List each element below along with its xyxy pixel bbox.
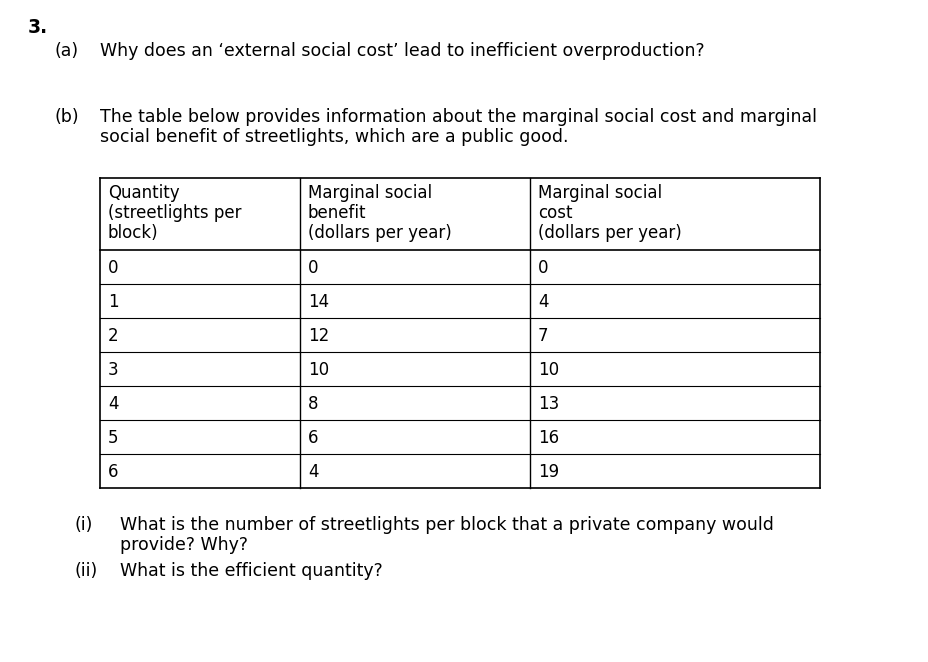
- Text: Marginal social: Marginal social: [308, 184, 432, 202]
- Text: 4: 4: [537, 293, 548, 311]
- Text: 10: 10: [537, 361, 559, 379]
- Text: 3: 3: [108, 361, 119, 379]
- Text: 0: 0: [108, 259, 119, 277]
- Text: cost: cost: [537, 204, 572, 222]
- Text: (b): (b): [55, 108, 80, 126]
- Text: What is the efficient quantity?: What is the efficient quantity?: [120, 562, 382, 580]
- Text: 14: 14: [308, 293, 329, 311]
- Text: (a): (a): [55, 42, 79, 60]
- Text: 0: 0: [308, 259, 318, 277]
- Text: 2: 2: [108, 327, 119, 345]
- Text: Why does an ‘external social cost’ lead to inefficient overproduction?: Why does an ‘external social cost’ lead …: [100, 42, 703, 60]
- Text: 19: 19: [537, 463, 559, 481]
- Text: 8: 8: [308, 395, 318, 413]
- Text: benefit: benefit: [308, 204, 367, 222]
- Text: block): block): [108, 224, 159, 242]
- Text: The table below provides information about the marginal social cost and marginal: The table below provides information abo…: [100, 108, 816, 126]
- Text: 4: 4: [308, 463, 318, 481]
- Text: 12: 12: [308, 327, 329, 345]
- Text: 6: 6: [108, 463, 119, 481]
- Text: social benefit of streetlights, which are a public good.: social benefit of streetlights, which ar…: [100, 128, 568, 146]
- Text: (streetlights per: (streetlights per: [108, 204, 241, 222]
- Text: 0: 0: [537, 259, 548, 277]
- Text: Marginal social: Marginal social: [537, 184, 662, 202]
- Text: 3.: 3.: [28, 18, 48, 37]
- Text: 16: 16: [537, 429, 559, 447]
- Text: 5: 5: [108, 429, 119, 447]
- Text: What is the number of streetlights per block that a private company would: What is the number of streetlights per b…: [120, 516, 773, 534]
- Text: 10: 10: [308, 361, 329, 379]
- Text: (dollars per year): (dollars per year): [537, 224, 681, 242]
- Text: (i): (i): [75, 516, 94, 534]
- Text: Quantity: Quantity: [108, 184, 179, 202]
- Text: 7: 7: [537, 327, 548, 345]
- Bar: [100, 178, 819, 488]
- Text: 4: 4: [108, 395, 119, 413]
- Text: 1: 1: [108, 293, 119, 311]
- Text: 6: 6: [308, 429, 318, 447]
- Text: (ii): (ii): [75, 562, 98, 580]
- Text: (dollars per year): (dollars per year): [308, 224, 451, 242]
- Text: 13: 13: [537, 395, 559, 413]
- Text: provide? Why?: provide? Why?: [120, 536, 248, 554]
